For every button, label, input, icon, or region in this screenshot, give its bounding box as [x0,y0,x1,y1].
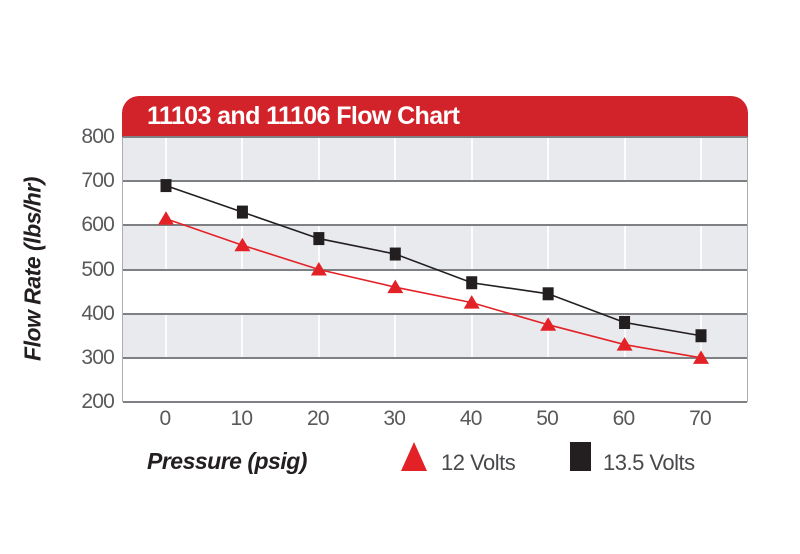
triangle-data-marker-icon [540,317,557,331]
legend-label-12-volts: 12 Volts [441,450,516,475]
y-axis-tick-labels: 200 300 400 500 600 700 800 [48,125,114,413]
square-data-marker-icon [619,316,631,329]
plot-area [122,136,748,403]
y-tick-label: 700 [81,169,114,193]
plot-band [123,137,747,182]
triangle-data-marker-icon [463,295,480,309]
x-tick-label: 20 [306,407,330,430]
plot-band [123,225,747,270]
triangle-data-marker-icon [387,279,404,294]
plot-band [123,313,747,358]
y-tick-label: 600 [81,213,114,237]
legend-square-marker-icon [567,441,597,477]
x-tick-label: 70 [689,407,712,430]
legend-triangle-glyph [401,442,427,471]
triangle-data-marker-icon [693,350,709,364]
square-data-marker-icon [695,329,707,343]
chart-title-banner: 11103 and 11106 Flow Chart [122,96,748,137]
square-data-marker-icon [389,247,401,261]
square-data-marker-icon [542,287,554,301]
square-data-marker-icon [313,232,325,246]
chart-title: 11103 and 11106 Flow Chart [147,102,460,130]
x-axis-title: Pressure (psig) [147,448,307,474]
data-series-layer [158,179,709,364]
square-data-marker-icon [160,179,172,193]
x-tick-label: 60 [612,407,636,430]
x-axis-tick-labels: 0 10 20 30 40 50 60 70 [122,407,746,433]
x-tick-label: 30 [383,407,406,430]
plot-band [123,181,747,226]
horizontal-gridline [123,312,747,315]
y-tick-label: 800 [81,125,114,148]
x-tick-label: 50 [536,407,559,430]
series-line-square [165,184,702,337]
horizontal-gridline [123,401,747,403]
legend-label-13-5-volts: 13.5 Volts [603,450,695,475]
y-tick-label: 500 [81,257,114,281]
y-tick-label: 200 [81,390,114,413]
series-line-triangle [165,217,702,359]
x-tick-label: 40 [459,407,483,430]
square-data-marker-icon [236,205,248,219]
triangle-data-marker-icon [310,262,327,276]
y-tick-label: 400 [81,301,114,325]
plot-band [123,357,747,402]
y-tick-label: 300 [81,345,114,369]
triangle-data-marker-icon [616,337,633,351]
x-tick-label: 10 [230,407,254,430]
triangle-data-marker-icon [234,237,251,252]
triangle-data-marker-icon [158,211,174,225]
legend-square-glyph [570,442,591,471]
horizontal-gridline [123,224,747,227]
horizontal-gridline [123,136,747,138]
x-tick-label: 0 [159,407,172,430]
square-data-marker-icon [466,276,478,290]
horizontal-gridline [123,180,747,183]
horizontal-gridline [123,356,747,359]
plot-band [123,269,747,314]
legend-triangle-marker-icon [400,441,430,477]
